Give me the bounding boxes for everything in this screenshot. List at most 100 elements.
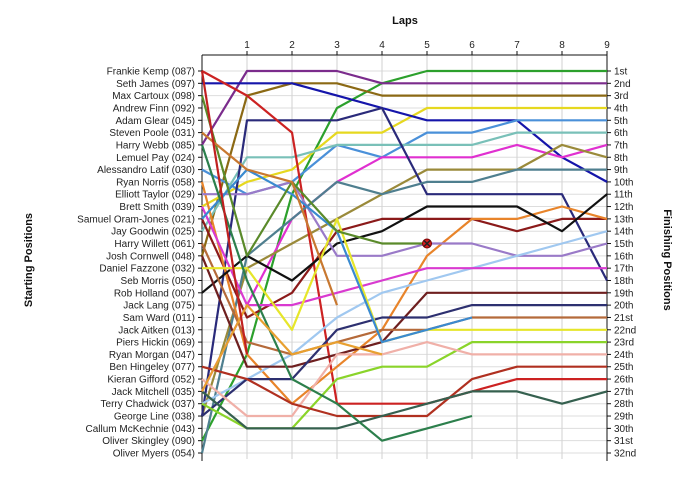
finishing-position-label: 14th	[614, 227, 633, 238]
driver-line-5	[202, 82, 608, 183]
starting-position-label: Sam Ward (011)	[123, 313, 195, 324]
starting-position-label: Alessandro Latif (030)	[97, 165, 195, 176]
finishing-position-label: 15th	[614, 239, 633, 250]
starting-position-label: Elliott Taylor (029)	[115, 190, 195, 201]
driver-line-8	[201, 143, 608, 392]
finishing-position-label: 20th	[614, 301, 633, 312]
x-tick-label: 7	[514, 40, 520, 51]
starting-position-label: Josh Cornwell (048)	[106, 251, 195, 262]
x-tick-label: 4	[379, 40, 385, 51]
left-axis-title: Starting Positions	[23, 213, 35, 307]
starting-position-label: George Line (038)	[114, 412, 195, 423]
retirement-marker	[422, 238, 432, 249]
finishing-position-label: 23rd	[614, 338, 634, 349]
finishing-position-label: 19th	[614, 288, 633, 299]
finishing-position-label: 28th	[614, 399, 633, 410]
driver-line-18	[200, 206, 607, 307]
right-axis-title: Finishing Positions	[661, 209, 673, 310]
finishing-position-label: 30th	[614, 424, 633, 435]
starting-position-label: Steven Poole (031)	[109, 128, 195, 139]
starting-position-label: Seb Morris (050)	[121, 276, 195, 287]
finishing-position-label: 27th	[614, 387, 633, 398]
starting-position-label: Jack Lang (075)	[123, 301, 195, 312]
series-lines	[200, 69, 608, 454]
x-axis-title: Laps	[392, 15, 418, 27]
starting-position-label: Jack Aitken (013)	[118, 325, 195, 336]
finishing-position-label: 17th	[614, 264, 633, 275]
starting-position-label: Seth James (097)	[116, 79, 195, 90]
starting-position-label: Harry Webb (085)	[116, 140, 195, 151]
finishing-position-label: 7th	[614, 140, 628, 151]
driver-line-7	[201, 131, 607, 232]
driver-line-3	[200, 82, 607, 257]
starting-position-label: Oliver Myers (054)	[113, 449, 195, 460]
finishing-position-label: 12th	[614, 202, 633, 213]
driver-line-24	[201, 341, 607, 418]
starting-position-label: Daniel Fazzone (032)	[99, 264, 195, 275]
starting-position-label: Andrew Finn (092)	[113, 103, 195, 114]
finishing-position-label: 11th	[614, 190, 633, 201]
finishing-position-label: 13th	[614, 214, 633, 225]
driver-line-28	[200, 144, 473, 442]
starting-position-label: Max Cartoux (098)	[112, 91, 195, 102]
finishing-position-label: 8th	[614, 153, 628, 164]
driver-line-19	[200, 255, 607, 368]
driver-line-32	[200, 70, 249, 355]
axes	[198, 51, 611, 461]
finishing-position-label: 18th	[614, 276, 633, 287]
starting-position-label: Harry Willett (061)	[114, 239, 195, 250]
x-tick-label: 9	[604, 40, 610, 51]
driver-line-21	[200, 243, 607, 356]
starting-position-label: Oliver Skingley (090)	[102, 436, 195, 447]
finishing-position-label: 1st	[614, 67, 628, 78]
starting-position-label: Ryan Norris (058)	[116, 177, 195, 188]
x-tick-label: 2	[289, 40, 295, 51]
finishing-position-label: 22nd	[614, 325, 636, 336]
driver-line-25	[201, 365, 607, 418]
starting-position-label: Lemuel Pay (024)	[116, 153, 195, 164]
driver-line-2	[201, 69, 607, 146]
driver-line-20	[201, 304, 607, 417]
finishing-position-label: 24th	[614, 350, 633, 361]
starting-position-label: Adam Glear (045)	[116, 116, 195, 127]
driver-line-15	[201, 193, 608, 294]
starting-position-label: Piers Hickin (069)	[116, 338, 195, 349]
starting-position-label: Rob Holland (007)	[114, 288, 195, 299]
finishing-position-label: 26th	[614, 375, 633, 386]
driver-line-9	[200, 143, 608, 417]
starting-position-label: Brett Smith (039)	[119, 202, 195, 213]
finishing-position-label: 16th	[614, 251, 633, 262]
driver-line-30	[201, 131, 339, 306]
driver-line-10	[200, 106, 608, 417]
finishing-position-label: 25th	[614, 362, 633, 373]
x-tick-label: 3	[334, 40, 340, 51]
driver-line-31	[201, 304, 383, 392]
starting-position-label: Ryan Morgan (047)	[109, 350, 195, 361]
driver-line-16	[202, 180, 608, 257]
finishing-position-label: 10th	[614, 177, 633, 188]
finishing-position-label: 9th	[614, 165, 628, 176]
driver-line-11	[201, 70, 607, 405]
x-tick-label: 1	[244, 40, 250, 51]
driver-line-12	[200, 168, 607, 454]
starting-position-label: Ben Hingeley (077)	[109, 362, 195, 373]
finishing-position-label: 31st	[614, 436, 633, 447]
finishing-position-label: 4th	[614, 103, 628, 114]
finishing-position-label: 2nd	[614, 79, 631, 90]
x-tick-label: 6	[469, 40, 475, 51]
starting-position-label: Callum McKechnie (043)	[86, 424, 196, 435]
x-tick-label: 8	[559, 40, 565, 51]
starting-position-label: Frankie Kemp (087)	[107, 67, 195, 78]
finishing-position-label: 21st	[614, 313, 633, 324]
finishing-position-label: 5th	[614, 116, 628, 127]
driver-line-29	[200, 95, 427, 257]
finishing-position-label: 29th	[614, 412, 633, 423]
finishing-position-label: 32nd	[614, 449, 636, 460]
starting-position-label: Jay Goodwin (025)	[111, 227, 195, 238]
finishing-position-label: 6th	[614, 128, 628, 139]
starting-position-label: Kieran Gifford (052)	[107, 375, 195, 386]
driver-line-1	[201, 69, 607, 442]
x-tick-label: 5	[424, 40, 430, 51]
starting-position-label: Samuel Oram-Jones (021)	[77, 214, 195, 225]
